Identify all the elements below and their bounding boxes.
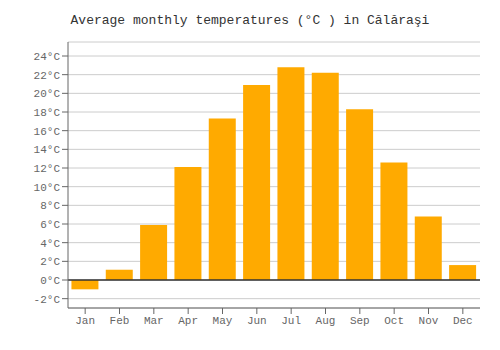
svg-text:Mar: Mar xyxy=(144,315,164,327)
svg-text:Oct: Oct xyxy=(384,315,404,327)
svg-text:Nov: Nov xyxy=(419,315,439,327)
svg-text:18°C: 18°C xyxy=(34,107,61,119)
svg-text:8°C: 8°C xyxy=(40,200,60,212)
svg-text:May: May xyxy=(213,315,233,327)
svg-text:0°C: 0°C xyxy=(40,275,60,287)
svg-text:20°C: 20°C xyxy=(34,88,61,100)
svg-text:Sep: Sep xyxy=(350,315,370,327)
svg-text:Jun: Jun xyxy=(247,315,267,327)
svg-text:6°C: 6°C xyxy=(40,219,60,231)
svg-text:22°C: 22°C xyxy=(34,70,61,82)
svg-text:14°C: 14°C xyxy=(34,144,61,156)
svg-text:Dec: Dec xyxy=(453,315,473,327)
html-text:Average monthly temperatures (: Average monthly temperatures (°C ) in Că… xyxy=(70,13,430,28)
svg-text:Apr: Apr xyxy=(178,315,198,327)
svg-text:16°C: 16°C xyxy=(34,126,61,138)
svg-text:Jul: Jul xyxy=(281,315,301,327)
svg-text:Aug: Aug xyxy=(316,315,336,327)
svg-text:4°C: 4°C xyxy=(40,238,60,250)
svg-text:Feb: Feb xyxy=(110,315,130,327)
svg-text:10°C: 10°C xyxy=(34,182,61,194)
svg-text:-2°C: -2°C xyxy=(34,294,61,306)
svg-text:Jan: Jan xyxy=(75,315,95,327)
svg-text:2°C: 2°C xyxy=(40,256,60,268)
svg-text:12°C: 12°C xyxy=(34,163,61,175)
svg-text:24°C: 24°C xyxy=(34,51,61,63)
